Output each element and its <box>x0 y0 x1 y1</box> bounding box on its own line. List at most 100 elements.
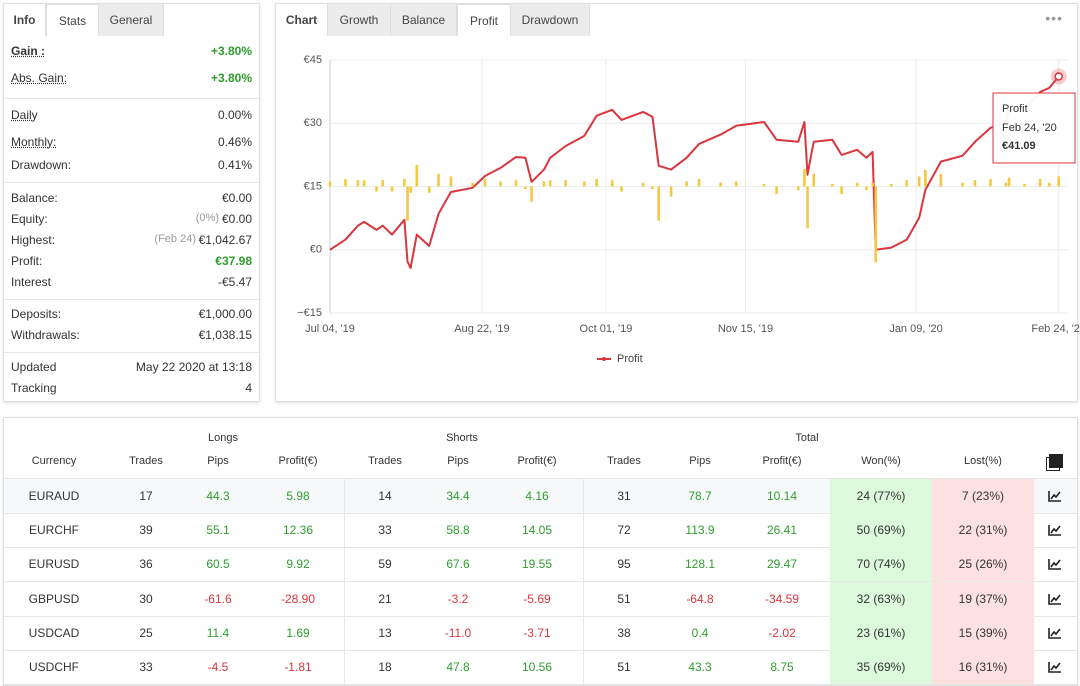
group-header: Total <box>795 432 819 444</box>
stat-value: 0.00% <box>217 108 252 122</box>
separator <box>4 182 259 183</box>
cell: 12.36 <box>282 523 314 538</box>
tab[interactable]: Drawdown <box>511 4 590 36</box>
column-header: Won(%) <box>861 455 901 467</box>
chart-icon[interactable] <box>1048 661 1062 673</box>
stat-value: 0.41% <box>217 158 252 172</box>
won-cell <box>830 479 932 513</box>
column-separator <box>583 479 584 513</box>
chart-icon[interactable] <box>1048 524 1062 536</box>
won-cell <box>830 650 932 684</box>
cell: 59 <box>378 557 392 572</box>
cell: 14.05 <box>521 523 553 538</box>
icon-line <box>1050 594 1061 603</box>
cell: 51 <box>617 660 631 674</box>
icon-line <box>1050 662 1061 671</box>
column-separator <box>583 650 584 684</box>
stat-label: Deposits: <box>11 307 62 321</box>
cell: 4.16 <box>525 489 549 503</box>
won-cell <box>830 547 932 582</box>
column-header: Profit(€) <box>762 455 802 467</box>
tab[interactable]: Stats <box>46 4 99 36</box>
cell: 33 <box>378 523 392 538</box>
cell: 16 (31%) <box>958 660 1008 674</box>
currency: EURCHF <box>29 523 79 538</box>
won-cell <box>830 581 932 616</box>
cell: 15 (39%) <box>958 625 1008 640</box>
stat-label: Interest <box>11 275 52 289</box>
stat-label: Daily <box>11 108 38 122</box>
cell: 18 <box>378 660 392 674</box>
column-separator <box>344 547 345 582</box>
cell: 21 <box>378 591 392 606</box>
stat-label: Balance: <box>11 191 58 205</box>
cell: 67.6 <box>446 557 470 572</box>
cell: 5.98 <box>286 489 310 503</box>
cell: -3.71 <box>523 625 551 640</box>
cell: -1.81 <box>284 660 312 674</box>
cell: 72 <box>617 523 631 538</box>
tab[interactable]: Growth <box>328 4 391 36</box>
column-header: Lost(%) <box>964 455 1002 467</box>
tab[interactable]: General <box>99 4 164 36</box>
stat-label: Equity: <box>11 212 48 226</box>
tab[interactable]: Profit <box>457 4 511 36</box>
separator <box>4 547 1077 549</box>
cell: 95 <box>617 557 631 572</box>
chart-panel: ••• Chart Growth Balance Profit Drawdown <box>275 3 1078 402</box>
chart-icon[interactable] <box>1048 558 1062 571</box>
lost-cell <box>932 650 1034 684</box>
tab[interactable]: Info <box>4 4 46 36</box>
icon-axis <box>1048 559 1061 571</box>
stat-value: +3.80% <box>210 44 252 58</box>
stat-value: €1,038.15 <box>198 328 252 342</box>
cell: 23 (61%) <box>856 625 906 640</box>
chart-icon[interactable] <box>1048 627 1062 639</box>
chart-icon[interactable] <box>1048 490 1062 502</box>
menu-dots[interactable]: ••• <box>1045 10 1063 26</box>
separator <box>4 513 1077 514</box>
cell: 43.3 <box>688 660 712 674</box>
cell: 32 (63%) <box>856 591 906 606</box>
stat-label: Updated <box>11 360 57 374</box>
column-separator <box>344 615 345 650</box>
lost-cell <box>932 479 1034 513</box>
cell: 25 (26%) <box>958 557 1008 572</box>
cell: 78.7 <box>688 489 712 503</box>
won-cell <box>830 513 932 548</box>
cell: -5.69 <box>523 591 551 606</box>
cell: 0.4 <box>691 625 709 640</box>
separator <box>4 299 259 300</box>
group-header: Shorts <box>446 432 478 444</box>
separator <box>4 478 1077 479</box>
cell: 22 (31%) <box>958 523 1008 538</box>
cell: -3.2 <box>447 591 469 606</box>
tab[interactable]: Balance <box>391 4 457 36</box>
icon-line <box>1050 525 1061 534</box>
column-separator <box>583 615 584 650</box>
cell: 25 <box>139 625 153 640</box>
tab[interactable]: Chart <box>276 4 328 36</box>
cell: -28.90 <box>280 591 316 606</box>
cell: -11.0 <box>444 625 472 640</box>
chart-icon[interactable] <box>1048 593 1062 605</box>
cell: -64.8 <box>686 591 714 606</box>
stats-panel: Info Stats General Gain : +3.80% Abs. Gain: +3… <box>3 3 260 402</box>
column-separator <box>344 581 345 616</box>
lost-cell <box>932 615 1034 650</box>
cell: 35 (69%) <box>856 660 906 674</box>
column-header: Trades <box>368 455 402 467</box>
cell: 70 (74%) <box>856 557 906 572</box>
stat-value: €0.00 <box>221 191 252 205</box>
stat-label: Abs. Gain: <box>11 71 68 85</box>
cell: 44.3 <box>206 489 230 503</box>
cell: 19 (37%) <box>958 591 1008 606</box>
stat-label: Monthly: <box>11 135 57 149</box>
column-separator <box>583 581 584 616</box>
copy-icon[interactable] <box>1049 454 1063 468</box>
cell: 55.1 <box>206 523 230 538</box>
currency: GBPUSD <box>28 591 80 606</box>
cell: 33 <box>139 660 153 674</box>
column-separator <box>583 513 584 548</box>
stat-label: Highest: <box>11 233 56 247</box>
